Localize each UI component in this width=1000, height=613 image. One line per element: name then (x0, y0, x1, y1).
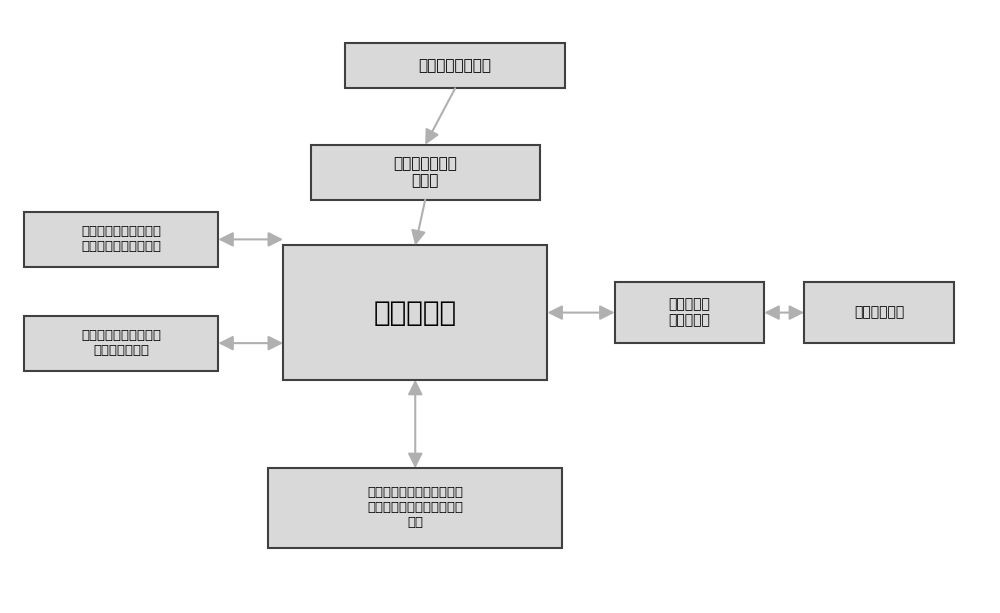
Bar (24, 212, 218, 267)
Text: 人机互动响应模块，响应用
户操作，将指令送往主处理
模块: 人机互动响应模块，响应用 户操作，将指令送往主处理 模块 (367, 486, 463, 530)
Text: 主处理模块: 主处理模块 (374, 299, 457, 327)
Bar (345, 42, 565, 88)
Bar (804, 282, 954, 343)
Text: 外部终端设备: 外部终端设备 (854, 306, 904, 319)
Bar (311, 145, 540, 200)
Text: 屏幕初始化，完成中英
文字符及符号显示输出: 屏幕初始化，完成中英 文字符及符号显示输出 (81, 226, 161, 253)
Text: 音频模块初始化，完成
语音编码、解码: 音频模块初始化，完成 语音编码、解码 (81, 329, 161, 357)
Bar (268, 468, 562, 547)
Bar (615, 282, 764, 343)
Text: 远程数据传
输控制模块: 远程数据传 输控制模块 (669, 297, 710, 328)
Text: 开机任务初始化
及自检: 开机任务初始化 及自检 (393, 156, 457, 188)
Bar (24, 316, 218, 371)
Bar (283, 245, 547, 379)
Text: 开始：内核初始化: 开始：内核初始化 (419, 58, 492, 73)
